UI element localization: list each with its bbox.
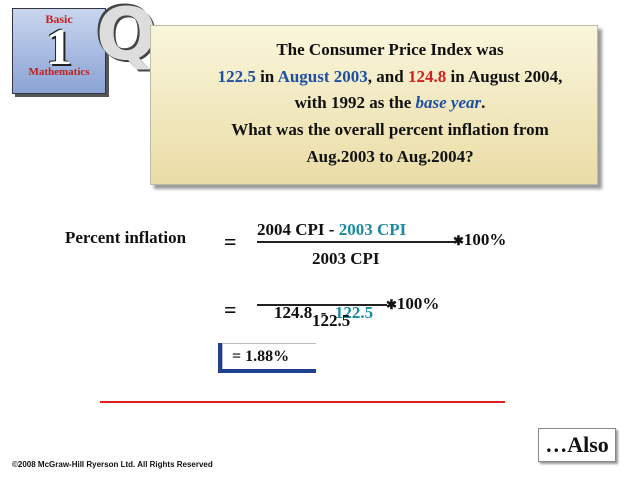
result-box: = 1.88% bbox=[218, 343, 316, 373]
fraction-line bbox=[257, 241, 454, 243]
text: , and bbox=[367, 67, 408, 86]
date-2003: August 2003 bbox=[277, 67, 368, 86]
divider bbox=[100, 401, 505, 403]
question-line: with 1992 as the base year. bbox=[150, 93, 630, 113]
equals: = bbox=[224, 297, 237, 322]
times-100: ✱100% bbox=[386, 294, 439, 314]
question-box bbox=[150, 25, 598, 185]
base-year: base year bbox=[415, 93, 482, 112]
logo-number: 1 bbox=[46, 19, 72, 76]
times-100: ✱100% bbox=[453, 230, 506, 250]
cpi-2004: 124.8 bbox=[407, 67, 447, 86]
text: 122.5 bbox=[334, 303, 374, 322]
logo bbox=[12, 8, 106, 94]
times: ✱ bbox=[386, 297, 397, 312]
text: . bbox=[481, 93, 486, 112]
text: with 1992 as the bbox=[294, 93, 416, 112]
numerator: 2004 CPI - 2003 CPI bbox=[257, 220, 406, 240]
logo-bottom: Mathematics bbox=[28, 66, 90, 78]
formula-label: Percent inflation bbox=[65, 228, 187, 247]
question-line: Aug.2003 to Aug.2004? bbox=[306, 147, 474, 166]
question-line: 122.5 in August 2003, and 124.8 in Augus… bbox=[150, 67, 630, 87]
text: 100% bbox=[396, 294, 440, 313]
text: 2004 CPI - bbox=[257, 220, 339, 239]
times: ✱ bbox=[453, 233, 464, 248]
question-line: What was the overall percent inflation f… bbox=[231, 120, 549, 139]
text: in August 2004, bbox=[446, 67, 563, 86]
text: in bbox=[255, 67, 278, 86]
equals: = bbox=[224, 229, 237, 254]
text: 124.8 - bbox=[274, 303, 335, 322]
denominator: 2003 CPI bbox=[312, 249, 380, 268]
cpi-2003: 122.5 bbox=[217, 67, 256, 86]
q-badge: Q bbox=[96, 0, 158, 76]
fraction-line bbox=[257, 304, 387, 306]
question-line: The Consumer Price Index was bbox=[276, 40, 504, 59]
denominator: 122.5 bbox=[312, 311, 351, 330]
text: 2003 CPI bbox=[338, 220, 407, 239]
numerator: 124.8 - 122.5 bbox=[257, 283, 373, 343]
text: 100% bbox=[463, 230, 507, 249]
logo-top: Basic bbox=[45, 12, 73, 26]
also-button[interactable]: …Also bbox=[538, 428, 616, 462]
copyright: ©2008 McGraw-Hill Ryerson Ltd. All Right… bbox=[12, 460, 213, 469]
